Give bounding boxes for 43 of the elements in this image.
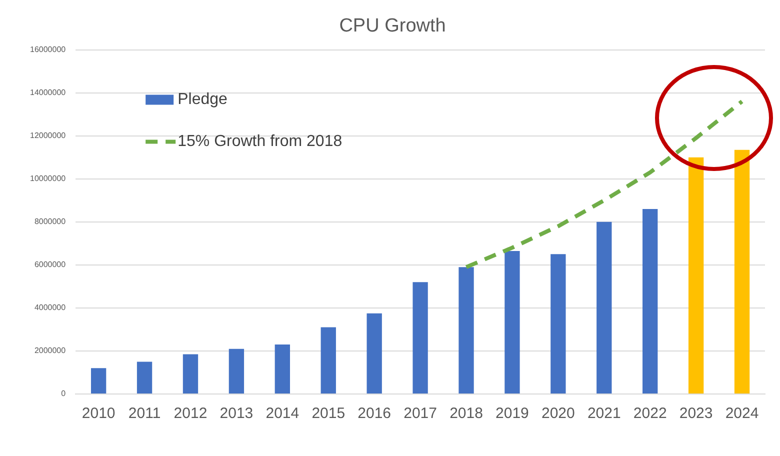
y-tick-label: 8000000 [34, 217, 66, 226]
y-tick-label: 16000000 [30, 45, 66, 54]
line-series [464, 99, 744, 270]
bar [136, 362, 152, 394]
x-tick-label: 2024 [725, 405, 759, 422]
x-tick-label: 2021 [587, 405, 621, 422]
x-tick-label: 2017 [404, 405, 437, 422]
bar [642, 208, 658, 394]
bar [182, 354, 198, 394]
x-tick-label: 2018 [450, 405, 483, 422]
bar [412, 282, 428, 394]
bar [458, 267, 474, 394]
x-tick-label: 2019 [496, 405, 529, 422]
chart-title: CPU Growth [339, 16, 446, 37]
x-tick-label: 2016 [358, 405, 392, 422]
x-tick-label: 2014 [266, 405, 300, 422]
y-tick-label: 4000000 [34, 303, 66, 312]
y-tick-label: 2000000 [34, 346, 66, 356]
bar [688, 157, 704, 394]
legend-label: Pledge [178, 91, 228, 108]
y-tick-label: 0 [61, 389, 66, 398]
bar [366, 313, 382, 394]
x-tick-label: 2020 [541, 405, 575, 422]
bar [734, 150, 750, 394]
x-tick-label: 2012 [174, 405, 208, 422]
y-tick-label: 12000000 [30, 131, 66, 140]
bar [320, 327, 336, 394]
x-tick-label: 2013 [220, 405, 254, 422]
y-tick-label: 14000000 [30, 88, 66, 98]
bar [596, 222, 612, 394]
bar [504, 250, 520, 394]
bar [90, 368, 106, 394]
y-tick-label: 6000000 [34, 260, 66, 270]
y-tick-label: 10000000 [30, 174, 66, 184]
x-tick-label: 2023 [679, 405, 713, 422]
bar [274, 344, 290, 394]
bar [550, 254, 566, 394]
bar [228, 348, 244, 394]
legend-label: 15% Growth from 2018 [178, 133, 342, 150]
x-tick-label: 2022 [633, 405, 667, 422]
x-tick-label: 2010 [82, 405, 116, 422]
x-tick-label: 2015 [312, 405, 346, 422]
x-tick-label: 2011 [128, 405, 161, 422]
